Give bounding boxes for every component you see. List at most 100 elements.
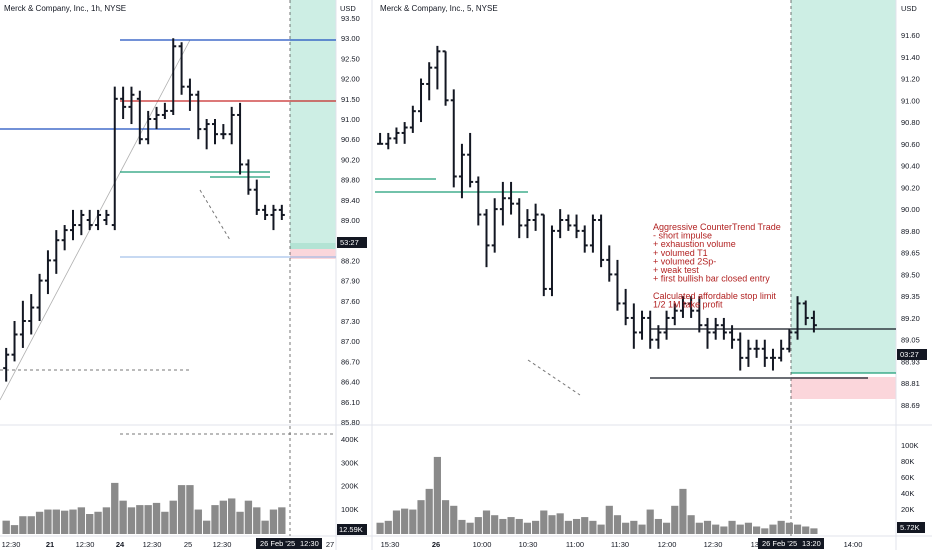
target-zone-right — [791, 0, 896, 373]
right-volume-bar — [793, 524, 802, 534]
right-volume-bar — [753, 526, 761, 534]
left-bar — [44, 250, 51, 295]
time-tick-label: 27 — [326, 540, 334, 549]
annotation-line: + exhaustion volume — [653, 239, 736, 249]
right-bar — [639, 310, 646, 340]
right-volume-bar — [384, 520, 392, 534]
left-volume-bar — [119, 500, 127, 534]
left-bar — [3, 347, 10, 382]
price-tick-label: 89.50 — [901, 270, 920, 279]
price-tick-label: 90.60 — [901, 140, 920, 149]
right-volume-bar — [802, 526, 810, 534]
right-bar — [548, 225, 555, 297]
right-volume-tag-bg — [897, 522, 925, 533]
left-volume-bar — [60, 510, 69, 534]
right-time-tag: 13:20 — [802, 539, 821, 548]
time-tick-label: 21 — [46, 540, 54, 549]
right-volume-bar — [613, 515, 622, 534]
right-volume-bar — [769, 524, 777, 534]
right-volume-bar — [392, 510, 401, 534]
left-price-axis[interactable]: 93.50 93.00 92.50 92.00 91.50 91.00 90.60 90.20… — [341, 14, 360, 427]
left-bar — [103, 209, 110, 226]
annotation-line: Aggressive CounterTrend Trade — [653, 222, 781, 232]
left-bar — [120, 86, 127, 119]
right-bar — [696, 296, 703, 333]
annotation-line: + first bullish bar closed entry — [653, 274, 770, 284]
left-time-axis[interactable]: 12:30 21 12:30 24 12:30 25 12:30 27 — [2, 540, 335, 549]
right-bar — [761, 339, 768, 367]
left-bar — [61, 225, 68, 251]
left-volume-bar — [35, 511, 44, 534]
price-tick-label: 88.93 — [901, 357, 920, 366]
right-volume-bar — [638, 524, 646, 534]
left-volume-bar — [253, 507, 261, 534]
left-bar — [195, 90, 202, 140]
price-tick-label: 85.80 — [341, 418, 360, 427]
right-volume-bar — [417, 500, 425, 534]
left-bar — [237, 102, 244, 175]
right-bar — [393, 127, 400, 144]
right-bar — [483, 209, 490, 268]
price-tick-label: 89.35 — [901, 292, 920, 301]
entry-zone-left — [290, 243, 336, 249]
left-bar — [203, 119, 210, 150]
time-tick-label: 11:00 — [566, 540, 584, 549]
right-bar — [475, 176, 482, 226]
right-volume-bar — [466, 522, 474, 534]
left-volume-bar — [161, 511, 169, 534]
left-price-bars — [3, 38, 285, 382]
right-bar — [704, 317, 711, 349]
price-tick-label: 91.00 — [901, 96, 920, 105]
time-tick-label: 25 — [184, 540, 192, 549]
time-tick-label: 12:30 — [2, 540, 21, 549]
left-bar — [278, 204, 285, 220]
right-volume-bar — [564, 520, 572, 534]
right-volume-bar — [507, 517, 515, 534]
trend-line-left[interactable] — [0, 39, 191, 401]
right-bar — [614, 259, 621, 311]
time-tick-label: 10:00 — [473, 540, 492, 549]
price-tick-label: 86.70 — [341, 357, 360, 366]
annotation-line: Calculated affordable stop limit — [653, 291, 776, 301]
time-tick-label: 12:30 — [143, 540, 162, 549]
time-tick-label: 11:30 — [611, 540, 629, 549]
price-tick-label: 90.60 — [341, 135, 360, 144]
right-bar — [745, 339, 752, 367]
right-bar — [499, 181, 506, 226]
right-volume-bar — [810, 528, 818, 534]
dashed-arrow-right[interactable] — [527, 359, 581, 396]
left-bar — [19, 300, 26, 348]
price-tick-label: 93.00 — [341, 34, 360, 43]
left-bar — [161, 102, 168, 119]
left-volume-bar — [261, 520, 269, 534]
left-volume-bar — [278, 507, 286, 534]
right-bar — [647, 310, 654, 349]
right-bar — [729, 325, 736, 349]
right-volume-bar — [687, 515, 695, 534]
left-bar — [53, 230, 60, 274]
price-tick-label: 89.80 — [901, 227, 920, 236]
right-bar — [557, 209, 564, 239]
right-bar — [409, 105, 416, 133]
dashed-arrow-left[interactable] — [199, 189, 231, 241]
left-bar — [36, 273, 43, 321]
right-bar — [737, 332, 744, 371]
right-volume-bar — [433, 456, 441, 534]
left-volume-bar — [127, 507, 136, 534]
right-bar — [418, 78, 425, 123]
right-price-axis[interactable]: 91.60 91.40 91.20 91.00 90.80 90.60 90.40 90.20… — [901, 31, 920, 410]
time-tick-label: 12:30 — [76, 540, 95, 549]
price-tick-label: 91.50 — [341, 95, 360, 104]
right-volume-bar — [499, 518, 507, 534]
price-tick-label: 86.40 — [341, 378, 360, 387]
right-volume-bar — [425, 488, 433, 534]
volume-tick-label: 40K — [901, 489, 914, 498]
left-volume-tag: 12.59K — [339, 525, 363, 534]
left-bar — [145, 110, 152, 145]
right-price-bars — [377, 45, 817, 371]
right-bar — [778, 339, 785, 362]
price-tick-label: 91.20 — [901, 75, 920, 84]
price-tick-label: 88.69 — [901, 401, 920, 410]
